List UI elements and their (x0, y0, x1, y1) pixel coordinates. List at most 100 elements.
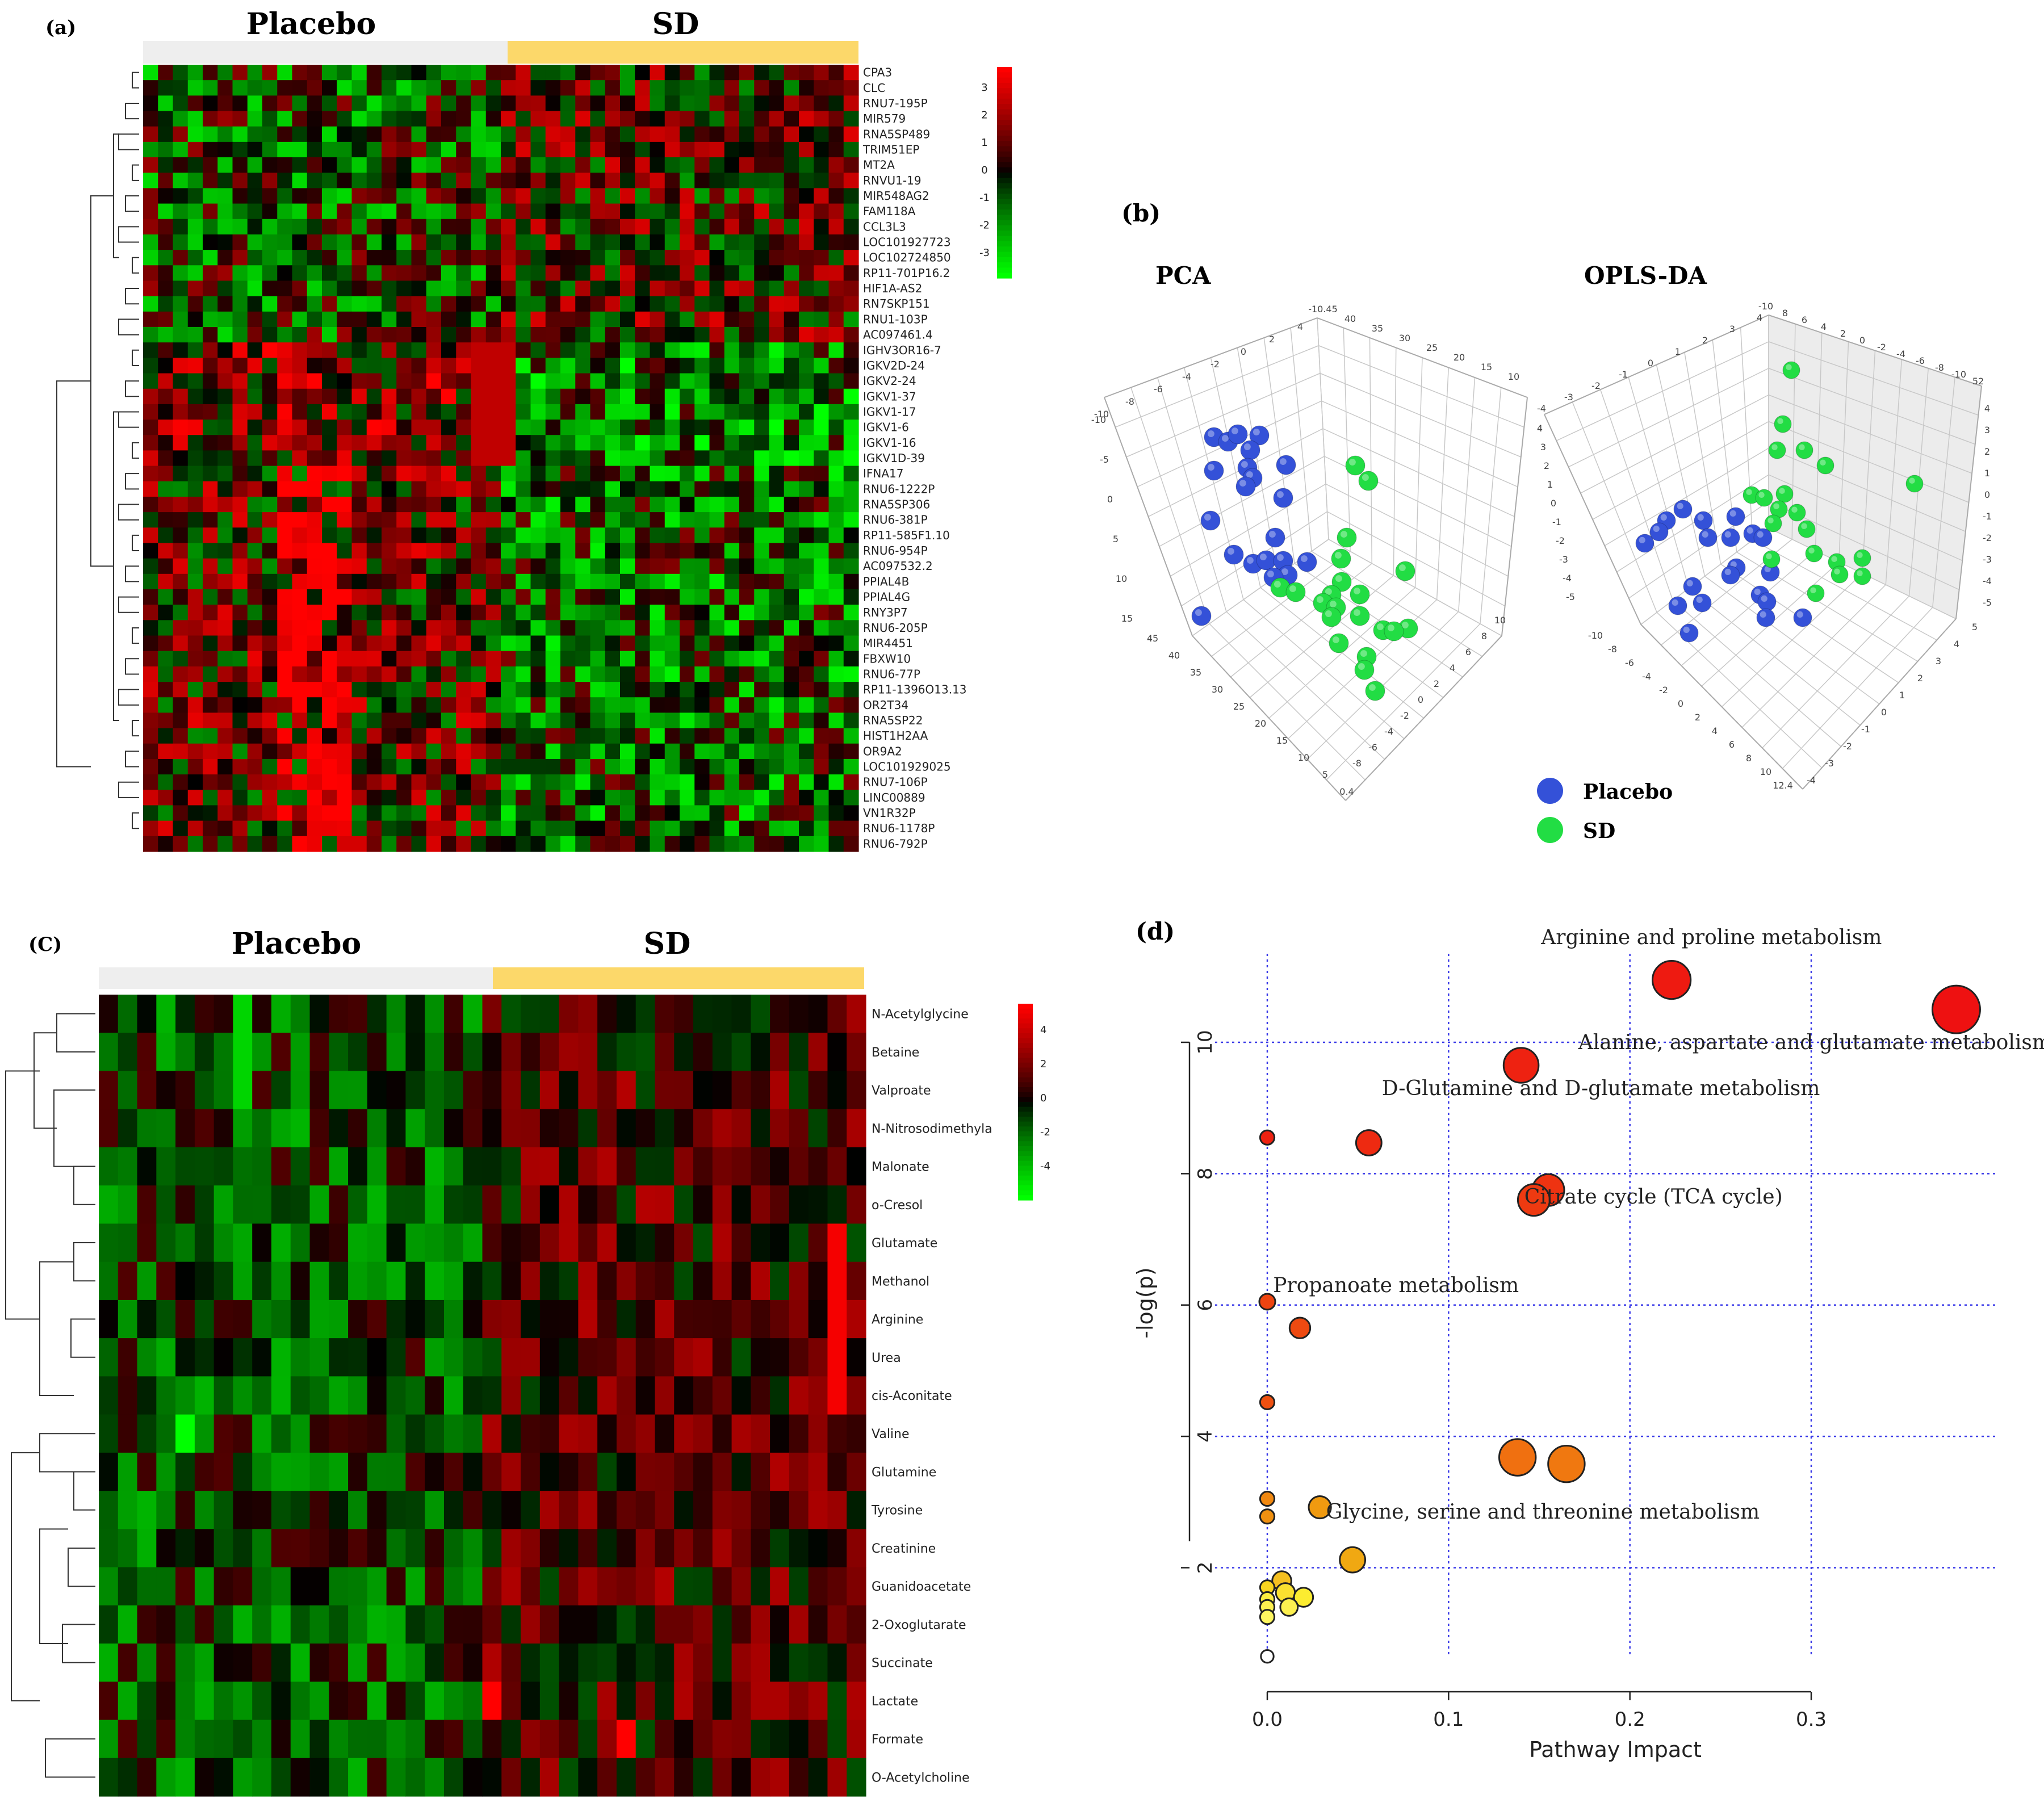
heatmap-a-cell (828, 682, 844, 698)
heatmap-a-cell (351, 126, 367, 142)
heatmap-c-cell (501, 1109, 521, 1148)
colorbar-c-segment (1018, 1112, 1033, 1117)
heatmap-a-cell (664, 173, 680, 189)
heatmap-a-cell (247, 311, 263, 328)
heatmap-c-cell (751, 1338, 770, 1377)
heatmap-a-cell (411, 373, 427, 389)
heatmap-a-cell (709, 527, 725, 544)
colorbar-a-segment (997, 77, 1012, 83)
heatmap-a-cell (814, 697, 830, 714)
metabolite-label: o-Cresol (872, 1198, 923, 1213)
heatmap-a-cell (337, 512, 353, 528)
heatmap-a-cell (501, 157, 516, 173)
heatmap-a-cell (516, 65, 531, 81)
heatmap-a-cell (441, 188, 456, 204)
heatmap-a-cell (337, 141, 353, 158)
heatmap-a-cell (501, 620, 516, 636)
heatmap-a-cell (724, 820, 740, 837)
heatmap-a-cell (396, 435, 412, 451)
heatmap-a-cell (262, 342, 278, 358)
heatmap-c-cell (175, 1071, 195, 1110)
heatmap-c-cell (789, 1491, 809, 1529)
heatmap-a-cell (650, 620, 665, 636)
heatmap-c-cell (847, 1261, 866, 1301)
colorbar-a-tick: 0 (981, 165, 987, 177)
heatmap-a-cell (232, 573, 248, 590)
heatmap-a-cell (337, 635, 353, 652)
heatmap-a-cell (784, 126, 799, 142)
heatmap-a-cell (366, 450, 382, 467)
heatmap-a-cell (485, 111, 501, 127)
heatmap-c-cell (213, 1567, 234, 1606)
heatmap-a-cell (366, 95, 382, 112)
heatmap-a-cell (232, 527, 248, 544)
heatmap-c-cell (99, 1338, 119, 1377)
heatmap-a-cell (485, 682, 501, 698)
colorbar-c-tick: 0 (1040, 1092, 1046, 1104)
grid-line (1170, 483, 1326, 577)
opls-point-placebo-highlight (1660, 514, 1667, 521)
heatmap-c-cell (482, 1299, 502, 1339)
heatmap-a-cell (382, 450, 397, 467)
heatmap-a-cell (814, 728, 830, 744)
heatmap-a-cell (650, 311, 665, 328)
heatmap-a-cell (843, 712, 859, 729)
heatmap-a-cell (590, 111, 606, 127)
heatmap-c-cell (175, 1185, 195, 1225)
heatmap-a-cell (262, 111, 278, 127)
heatmap-c-cell (213, 1452, 234, 1491)
heatmap-a-cell (635, 95, 651, 112)
heatmap-a-cell (456, 712, 472, 729)
heatmap-a-cell (322, 573, 337, 590)
heatmap-a-cell (545, 373, 561, 389)
heatmap-c-cell (348, 1185, 368, 1225)
heatmap-a-cell (292, 250, 308, 266)
heatmap-a-cell (769, 435, 785, 451)
heatmap-a-cell (187, 558, 203, 575)
axis-tick: 40 (1344, 313, 1356, 324)
heatmap-a-cell (560, 620, 576, 636)
heatmap-a-cell (680, 774, 695, 790)
heatmap-a-cell (382, 65, 397, 81)
heatmap-a-cell (411, 311, 427, 328)
heatmap-a-cell (709, 265, 725, 282)
heatmap-a-cell (680, 543, 695, 559)
heatmap-a-cell (485, 188, 501, 204)
heatmap-a-cell (784, 219, 799, 235)
heatmap-c-cell (693, 1376, 713, 1415)
heatmap-a-cell (441, 496, 456, 513)
heatmap-a-cell (635, 712, 651, 729)
colorbar-c-segment (1018, 1004, 1033, 1009)
heatmap-c-cell (674, 1644, 694, 1682)
heatmap-c-cell (329, 1682, 349, 1721)
heatmap-a-cell (769, 141, 785, 158)
gene-label: VN1R32P (863, 806, 916, 820)
axis-tick: -2 (1983, 533, 1992, 543)
opls-point-placebo (1673, 500, 1693, 519)
heatmap-a-cell (516, 342, 531, 358)
heatmap-c-cell (693, 1033, 713, 1072)
pca-point-sd-highlight (1358, 663, 1365, 670)
heatmap-a-cell (187, 450, 203, 467)
heatmap-a-cell (351, 712, 367, 729)
gene-label: RNU6-1222P (863, 482, 935, 496)
pca-point-placebo-highlight (1195, 609, 1202, 617)
heatmap-c-cell (597, 1071, 617, 1110)
heatmap-a-cell (366, 666, 382, 682)
heatmap-c-cell (194, 1033, 215, 1072)
heatmap-c-cell (578, 1567, 598, 1606)
heatmap-c-cell (443, 1644, 464, 1682)
heatmap-a-cell (575, 758, 591, 775)
heatmap-a-cell (382, 728, 397, 744)
heatmap-a-cell (411, 790, 427, 806)
heatmap-c-cell (367, 995, 387, 1033)
heatmap-c-cell (233, 995, 253, 1033)
heatmap-a-cell (799, 466, 814, 482)
heatmap-c-cell (482, 1644, 502, 1682)
heatmap-a-cell (664, 95, 680, 112)
heatmap-a (143, 65, 859, 852)
heatmap-a-cell (217, 173, 233, 189)
heatmap-a-cell (307, 774, 322, 790)
heatmap-c-cell (156, 1605, 176, 1644)
axis-tick: 4 (1757, 312, 1762, 323)
